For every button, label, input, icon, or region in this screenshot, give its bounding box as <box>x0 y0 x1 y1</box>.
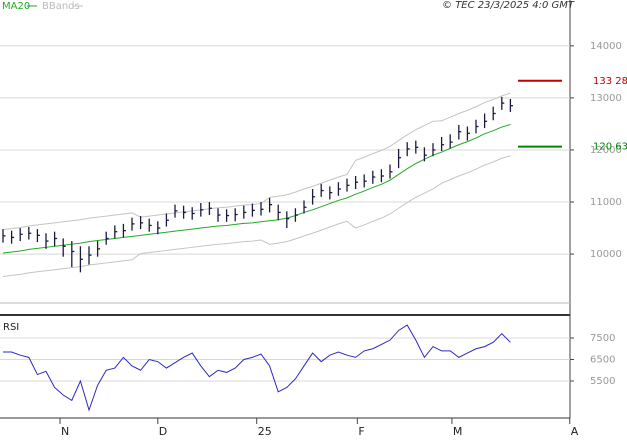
x-tick-label: A <box>571 425 579 438</box>
y-tick-label: 13000 <box>590 93 622 104</box>
x-tick-label: 25 <box>258 425 272 438</box>
x-tick-label: F <box>358 425 364 438</box>
band-upper <box>2 92 511 231</box>
y-tick-label: 5500 <box>590 376 615 387</box>
panel-title: RSI <box>3 322 19 333</box>
rsi-line <box>3 324 511 412</box>
y-tick-label: 7500 <box>590 333 615 344</box>
ma-line <box>2 123 511 254</box>
x-tick-label: M <box>453 425 463 438</box>
level-label: 120 63 <box>593 142 627 153</box>
y-tick-label: 12000 <box>590 145 622 156</box>
legend-label: MA20 <box>2 1 30 12</box>
y-tick-label: 6500 <box>590 355 615 366</box>
source-note: © TEC 23/3/2025 4:0 GMT <box>442 0 575 11</box>
x-tick-label: D <box>159 425 167 438</box>
y-tick-label: 11000 <box>590 197 622 208</box>
x-tick-label: N <box>61 425 69 438</box>
level-label: 133 28 <box>593 76 627 87</box>
y-tick-label: 14000 <box>590 41 622 52</box>
y-tick-label: 10000 <box>590 249 622 260</box>
legend-label: BBands <box>42 1 80 12</box>
band-lower <box>2 155 511 277</box>
